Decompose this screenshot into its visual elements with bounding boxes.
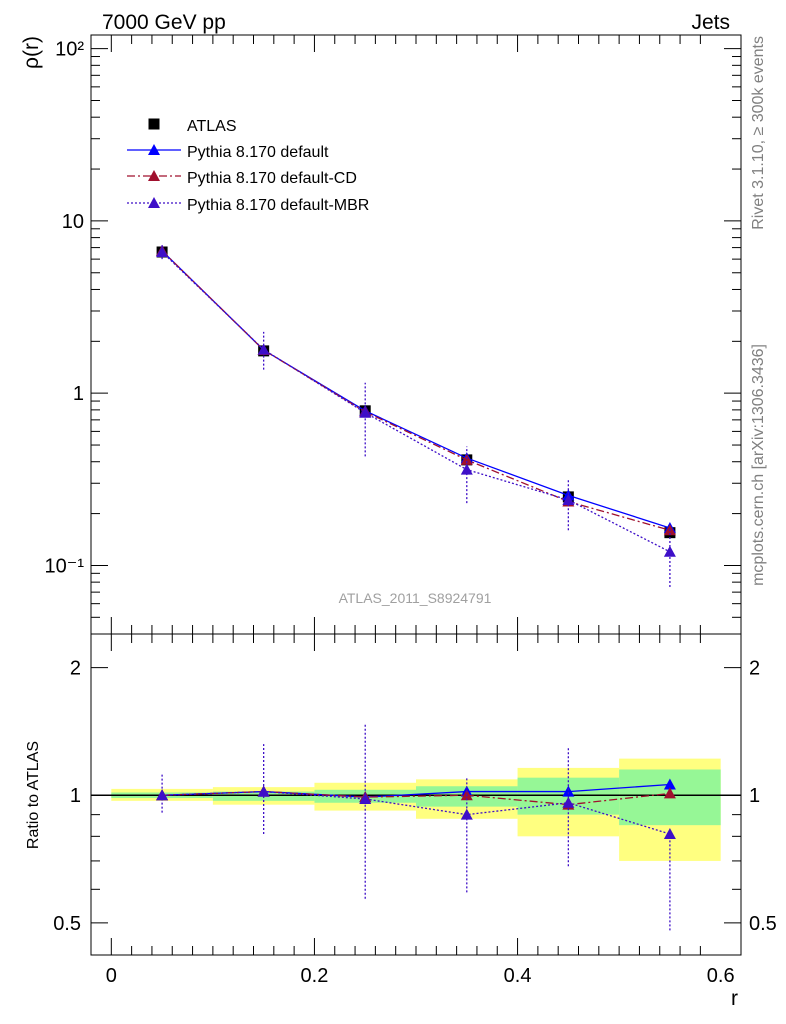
main-series-default-mbr-point [359, 406, 372, 418]
ratio-series-default-point [663, 778, 676, 790]
y-tick-label: 10 [62, 211, 84, 233]
ratio-y-tick-label-left: 1 [70, 785, 81, 807]
ratio-y-axis-label: Ratio to ATLAS [25, 741, 42, 849]
ratio-panel: 0 0.2 0.4 0.6 0.5 0.5 1 1 2 2 [53, 633, 777, 987]
ratio-y-tick-label-left: 2 [70, 658, 81, 680]
ratio-y-tick-label-left: 0.5 [53, 913, 81, 935]
ratio-series-default-mbr-line [162, 790, 671, 835]
legend-atlas-label: ATLAS [187, 118, 237, 135]
x-tick-label: 0.2 [301, 965, 329, 987]
main-series-default-cd-point [460, 453, 473, 465]
main-series-default-mbr-point [460, 463, 473, 475]
ratio-series-default-point [562, 785, 575, 797]
x-tick-label: 0.6 [707, 965, 735, 987]
y-tick-label: 10⁻¹ [45, 555, 85, 577]
side-label-mcplots: mcplots.cern.ch [arXiv:1306.3436] [750, 344, 767, 586]
header-process: 7000 GeV pp [102, 11, 226, 34]
ratio-series-default-mbr-point [156, 789, 169, 801]
ratio-series-default-cd-point [663, 787, 676, 799]
side-label-rivet: Rivet 3.1.10, ≥ 300k events [750, 36, 767, 230]
main-series-default-mbr-point [663, 545, 676, 557]
ratio-series-default-mbr-point [562, 796, 575, 808]
main-series-default-mbr-point [562, 493, 575, 505]
main-y-axis-label: ρ(r) [20, 36, 43, 69]
ratio-y-tick-label-right: 0.5 [749, 913, 777, 935]
main-series-default-mbr-line [161, 251, 671, 553]
ratio-y-tick-label-right: 2 [749, 658, 760, 680]
legend-series-default-mbr-label: Pythia 8.170 default-MBR [187, 197, 369, 214]
analysis-watermark: ATLAS_2011_S8924791 [339, 590, 492, 606]
x-tick-label: 0.4 [504, 965, 532, 987]
y-tick-label: 10² [55, 39, 84, 61]
ratio-series-default-mbr-point [663, 828, 676, 840]
x-axis-label: r [731, 987, 738, 1010]
main-series-default-mbr-point [156, 245, 169, 257]
legend-series-default-marker [148, 144, 160, 155]
legend-series-default-cd-marker [148, 170, 160, 181]
main-series-default-mbr-point [257, 343, 270, 355]
ratio-series-default-mbr [156, 724, 676, 931]
main-panel: 10⁻¹ 1 10 10² [45, 34, 742, 955]
header-observable: Jets [691, 11, 730, 34]
x-tick-label: 0 [106, 965, 117, 987]
legend-atlas-marker [148, 118, 160, 130]
legend: ATLAS Pythia 8.170 default Pythia 8.170 de… [127, 118, 369, 214]
legend-series-default-cd-label: Pythia 8.170 default-CD [187, 170, 357, 187]
ratio-series-default-mbr-point [359, 792, 372, 804]
main-series-default-mbr [156, 243, 676, 587]
y-tick-label: 1 [73, 383, 84, 405]
legend-series-default-mbr-marker [148, 197, 160, 208]
legend-series-default-label: Pythia 8.170 default [187, 144, 329, 161]
ratio-y-tick-label-right: 1 [749, 785, 760, 807]
ratio-frame [90, 633, 742, 956]
ratio-series-default-mbr-point [257, 785, 270, 797]
ratio-series-default-mbr-point [460, 808, 473, 820]
